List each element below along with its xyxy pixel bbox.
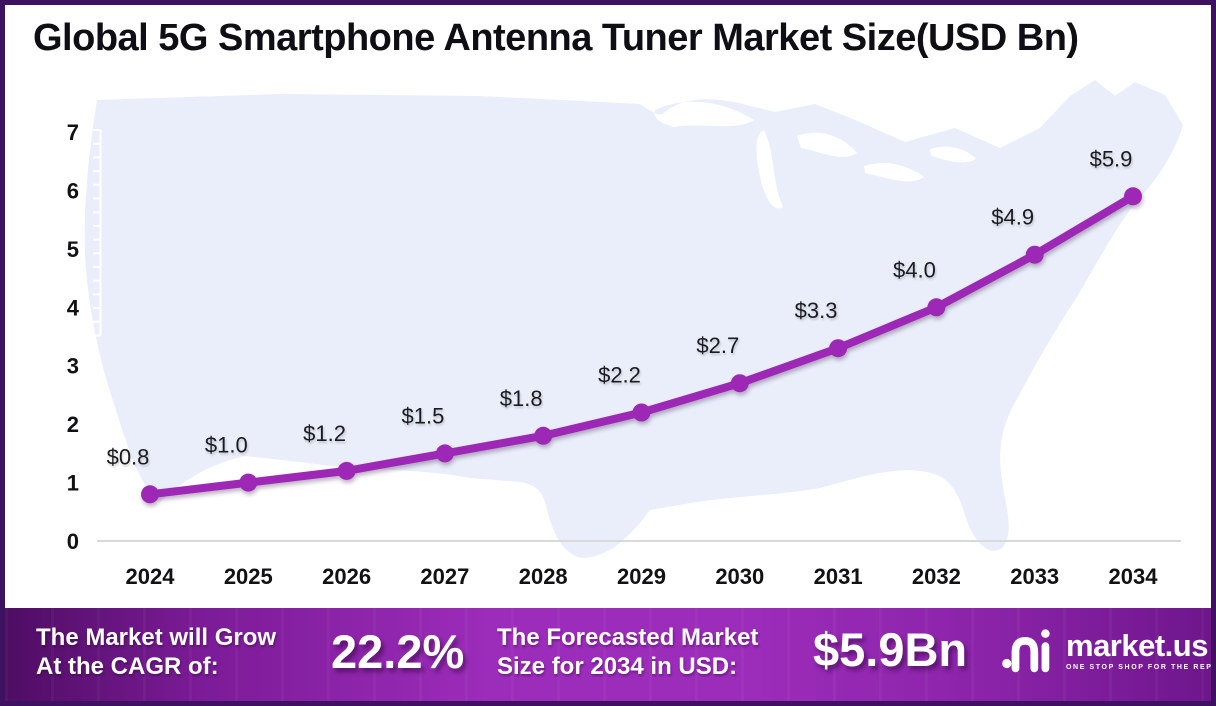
x-axis-tick-label: 2034 (1109, 564, 1159, 589)
brand-name: market.us (1066, 627, 1208, 663)
x-axis-tick-label: 2029 (617, 564, 666, 589)
data-point (1025, 245, 1044, 264)
brand-logo: market.us ONE STOP SHOP FOR THE REPORTS (1001, 624, 1213, 676)
page-title: Global 5G Smartphone Antenna Tuner Marke… (33, 17, 1079, 59)
y-axis-tick-label: 3 (67, 354, 79, 379)
y-axis-tick-label: 4 (67, 295, 80, 320)
data-point (829, 339, 848, 358)
data-point-label: $2.7 (696, 333, 739, 358)
cagr-label-line2: At the CAGR of: (36, 653, 219, 680)
data-point (1124, 187, 1142, 206)
y-axis-tick-label: 0 (67, 529, 79, 554)
data-point-labels: $0.8 $1.0 $1.2 $1.5 $1.8 $2.2 $2.7 $3.3 $4.0 $4.9… (107, 146, 1133, 469)
x-axis-tick-labels: 2024 2025 2026 2027 2028 2029 2030 2031 2032 2033… (126, 564, 1159, 589)
y-axis-tick-label: 5 (67, 237, 79, 262)
x-axis-tick-label: 2030 (715, 564, 764, 589)
data-point (239, 473, 258, 492)
data-point-label: $1.8 (500, 386, 543, 411)
data-point (534, 426, 553, 445)
y-axis-tick-label: 1 (67, 471, 79, 496)
y-axis-tick-label: 7 (67, 120, 79, 145)
forecast-label-line1: The Forecasted Market (497, 624, 759, 651)
y-axis-tick-labels: 0 1 2 3 4 5 6 7 (67, 120, 80, 554)
data-point-label: $5.9 (1090, 146, 1133, 171)
data-point (141, 485, 159, 504)
x-axis-tick-label: 2025 (224, 564, 273, 589)
data-point (730, 374, 749, 393)
data-point-label: $0.8 (107, 444, 150, 469)
data-point-label: $1.5 (401, 403, 444, 428)
data-point-label: $2.2 (598, 363, 641, 388)
cagr-label-line1: The Market will Grow (36, 624, 277, 651)
usa-map-background (84, 80, 1183, 558)
y-axis-tick-label: 2 (67, 412, 79, 437)
forecast-label: The Forecasted Market Size for 2034 in U… (497, 623, 758, 681)
data-point-label: $4.0 (893, 257, 936, 282)
market-size-series (141, 187, 1142, 504)
brand-tagline: ONE STOP SHOP FOR THE REPORTS (1066, 663, 1213, 671)
x-axis-tick-label: 2024 (126, 564, 176, 589)
data-point (632, 403, 651, 422)
cagr-value: 22.2% (331, 625, 465, 678)
forecast-label-line2: Size for 2034 in USD: (497, 653, 738, 680)
y-axis-ruler (93, 129, 102, 337)
data-point-label: $4.9 (991, 205, 1034, 230)
cagr-label: The Market will Grow At the CAGR of: (36, 623, 276, 681)
data-point (435, 444, 454, 463)
y-axis-tick-label: 6 (67, 178, 79, 203)
data-point (927, 298, 946, 317)
footer-banner: The Market will Grow At the CAGR of: 22.… (5, 608, 1211, 701)
x-axis-tick-label: 2026 (322, 564, 371, 589)
x-axis-tick-label: 2032 (912, 564, 961, 589)
data-point-label: $1.2 (303, 421, 346, 446)
x-axis-tick-label: 2033 (1010, 564, 1059, 589)
data-point (337, 461, 356, 480)
forecast-value: $5.9Bn (813, 623, 968, 676)
x-axis-tick-label: 2028 (519, 564, 568, 589)
data-point-label: $3.3 (795, 298, 838, 323)
market-us-icon (1002, 629, 1050, 673)
data-point-label: $1.0 (205, 433, 248, 458)
x-axis-tick-label: 2027 (420, 564, 469, 589)
brand-text: market.us ONE STOP SHOP FOR THE REPORTS (1066, 627, 1213, 671)
x-axis-tick-label: 2031 (814, 564, 863, 589)
